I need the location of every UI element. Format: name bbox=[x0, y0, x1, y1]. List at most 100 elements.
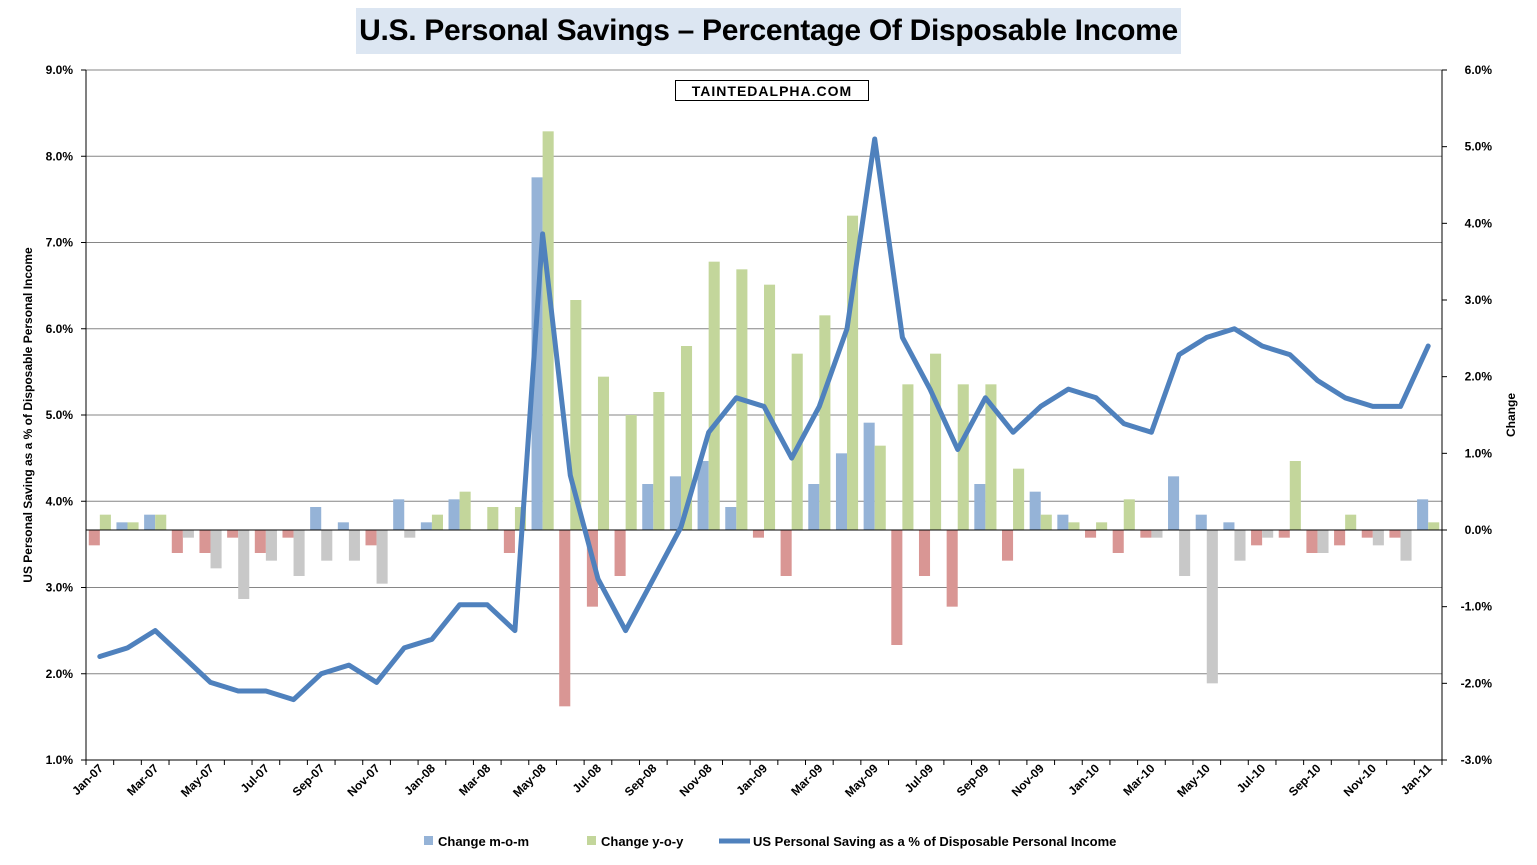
bar-mom-Jan-09 bbox=[752, 530, 764, 538]
bar-yoy-Apr-09 bbox=[847, 215, 859, 530]
right-axis-ticks: -3.0% -2.0% -1.0% 0.0% 1.0% 2.0% 3.0% 4.0% 5.0% 6… bbox=[1442, 63, 1492, 767]
bar-mom-Jan-10 bbox=[1085, 530, 1097, 538]
bar-yoy-Jan-09 bbox=[764, 284, 776, 530]
bar-yoy-Mar-07 bbox=[155, 514, 167, 530]
left-tick-label: 9.0% bbox=[46, 63, 74, 77]
bar-yoy-Jun-10 bbox=[1234, 530, 1246, 561]
bar-mom-Sep-09 bbox=[974, 484, 986, 530]
right-axis-title: Change bbox=[1504, 393, 1518, 437]
bar-yoy-Feb-07 bbox=[127, 522, 139, 530]
right-tick-label: 3.0% bbox=[1465, 293, 1493, 307]
bar-yoy-Oct-07 bbox=[348, 530, 360, 561]
x-tick-label: Jan-11 bbox=[1398, 761, 1435, 798]
bar-mom-Mar-09 bbox=[808, 484, 820, 530]
x-tick-label: Jul-07 bbox=[238, 761, 273, 796]
right-tick-label: 1.0% bbox=[1465, 446, 1493, 460]
watermark-text: TAINTEDALPHA.COM bbox=[691, 82, 853, 99]
bar-yoy-Sep-08 bbox=[653, 392, 665, 530]
bar-yoy-Nov-10 bbox=[1372, 530, 1384, 546]
right-tick-label: 4.0% bbox=[1465, 216, 1493, 230]
bar-mom-Jun-07 bbox=[227, 530, 239, 538]
left-tick-label: 6.0% bbox=[46, 322, 74, 336]
bar-mom-Jun-09 bbox=[891, 530, 903, 645]
bar-yoy-Jul-08 bbox=[597, 376, 610, 530]
x-tick-label: Jul-10 bbox=[1234, 761, 1269, 796]
bar-yoy-Dec-09 bbox=[1068, 522, 1080, 530]
x-tick-label: Nov-08 bbox=[677, 761, 715, 799]
bar-mom-Feb-07 bbox=[116, 522, 128, 530]
legend-label-line: US Personal Saving as a % of Disposable … bbox=[753, 834, 1116, 849]
chart-title: U.S. Personal Savings – Percentage Of Di… bbox=[359, 14, 1178, 47]
bar-yoy-Apr-10 bbox=[1179, 530, 1191, 576]
bar-yoy-Oct-09 bbox=[1013, 468, 1025, 530]
watermark-logo: TAINTEDALPHA.COM bbox=[675, 80, 869, 101]
bar-mom-Jan-07 bbox=[88, 530, 100, 546]
saving-rate-line bbox=[97, 136, 1431, 703]
bar-mom-Aug-10 bbox=[1278, 530, 1290, 538]
x-tick-label: Sep-07 bbox=[290, 761, 328, 799]
x-tick-label: May-10 bbox=[1174, 761, 1213, 800]
bar-yoy-Sep-07 bbox=[321, 530, 333, 561]
left-tick-label: 3.0% bbox=[46, 581, 74, 595]
bar-mom-Aug-07 bbox=[282, 530, 294, 538]
bar-yoy-Aug-08 bbox=[625, 415, 637, 530]
legend-label-yoy: Change y-o-y bbox=[601, 834, 684, 849]
x-tick-label: Sep-10 bbox=[1286, 761, 1324, 799]
bar-mom-Jul-09 bbox=[918, 530, 931, 576]
bar-yoy-Jul-07 bbox=[265, 530, 277, 561]
bar-yoy-Dec-07 bbox=[404, 530, 416, 538]
bar-mom-Sep-10 bbox=[1306, 530, 1318, 553]
bar-mom-Apr-09 bbox=[835, 453, 848, 530]
bar-mom-Nov-08 bbox=[697, 461, 709, 530]
bar-yoy-Mar-10 bbox=[1151, 530, 1163, 538]
left-tick-label: 1.0% bbox=[46, 753, 74, 767]
bar-mom-Sep-08 bbox=[642, 484, 654, 530]
bar-mom-Apr-10 bbox=[1168, 476, 1180, 530]
bar-mom-May-10 bbox=[1195, 514, 1207, 530]
legend-swatch-mom bbox=[424, 836, 433, 845]
bar-yoy-Jul-10 bbox=[1262, 530, 1274, 538]
legend-label-mom: Change m-o-m bbox=[438, 834, 529, 849]
bar-yoy-Sep-10 bbox=[1317, 530, 1329, 553]
bar-mom-Feb-10 bbox=[1112, 530, 1124, 553]
bar-mom-Dec-08 bbox=[725, 507, 737, 530]
bar-mom-May-07 bbox=[199, 530, 211, 553]
bar-mom-Dec-07 bbox=[393, 499, 405, 530]
right-tick-label: -3.0% bbox=[1461, 753, 1493, 767]
bar-yoy-Aug-09 bbox=[957, 384, 969, 530]
x-axis-ticks: Jan-07 Mar-07 May-07 Jul-07 Sep-07 Nov-07 Jan-… bbox=[69, 760, 1443, 800]
bar-mom-Jun-08 bbox=[559, 530, 571, 707]
bar-mom-Nov-10 bbox=[1361, 530, 1373, 538]
legend: Change m-o-m Change y-o-y US Personal Sa… bbox=[424, 834, 1116, 849]
bar-yoy-Feb-09 bbox=[791, 353, 803, 530]
bar-mom-Jan-11 bbox=[1417, 499, 1429, 530]
bar-mom-Jun-10 bbox=[1223, 522, 1235, 530]
bar-yoy-Aug-07 bbox=[293, 530, 305, 576]
bar-yoy-Nov-08 bbox=[708, 261, 720, 530]
right-tick-label: -1.0% bbox=[1461, 600, 1493, 614]
x-tick-label: Jan-09 bbox=[733, 761, 770, 798]
bar-yoy-Oct-10 bbox=[1345, 514, 1357, 530]
bar-mom-Jul-10 bbox=[1251, 530, 1263, 546]
bar-mom-May-08 bbox=[531, 177, 543, 531]
bar-yoy-May-08 bbox=[542, 131, 554, 531]
bar-mom-Jul-08 bbox=[586, 530, 598, 607]
bar-yoy-Feb-10 bbox=[1123, 499, 1135, 530]
bar-yoy-Feb-08 bbox=[459, 491, 471, 530]
bar-yoy-Jan-11 bbox=[1428, 522, 1440, 530]
x-tick-label: May-07 bbox=[178, 761, 217, 800]
left-axis-ticks: 1.0% 2.0% 3.0% 4.0% 5.0% 6.0% 7.0% 8.0% 9.0% bbox=[46, 63, 86, 767]
bar-mom-Oct-08 bbox=[669, 476, 681, 530]
right-tick-label: -2.0% bbox=[1461, 676, 1493, 690]
bar-mom-Sep-07 bbox=[310, 507, 322, 530]
x-tick-label: Mar-08 bbox=[456, 761, 493, 798]
left-tick-label: 5.0% bbox=[46, 408, 74, 422]
bar-mom-Feb-08 bbox=[448, 499, 460, 530]
bar-yoy-Nov-07 bbox=[376, 530, 388, 584]
bar-mom-Aug-09 bbox=[946, 530, 958, 607]
x-tick-label: Jan-07 bbox=[69, 761, 106, 798]
bar-yoy-Apr-07 bbox=[182, 530, 194, 538]
x-tick-label: May-09 bbox=[842, 761, 881, 800]
bar-mom-Jan-08 bbox=[420, 522, 432, 530]
